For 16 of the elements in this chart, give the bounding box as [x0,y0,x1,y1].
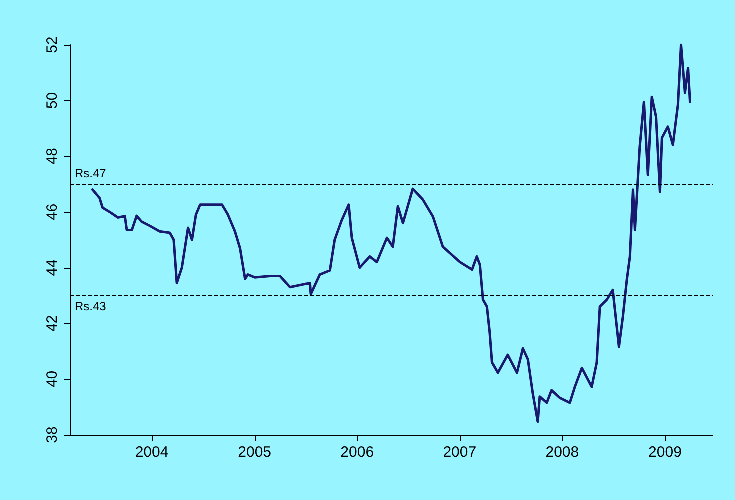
x-tick-label: 2008 [546,444,580,461]
ref-line-label: Rs.47 [75,166,107,180]
x-tick-label: 2009 [648,444,682,461]
x-tick-label: 2004 [135,444,169,461]
x-tick-label: 2007 [443,444,477,461]
y-tick-label: 52 [44,36,61,54]
y-tick-label: 50 [44,92,61,110]
y-tick-label: 44 [44,260,61,276]
ref-line-label: Rs.43 [75,300,107,314]
y-tick-label: 40 [44,370,61,388]
y-tick-label: 42 [44,315,61,332]
y-tick-label: 38 [44,426,61,444]
x-tick-label: 2005 [238,444,272,461]
y-tick-label: 46 [44,204,61,220]
y-tick-label: 48 [44,148,61,165]
x-tick-label: 2006 [340,444,374,461]
